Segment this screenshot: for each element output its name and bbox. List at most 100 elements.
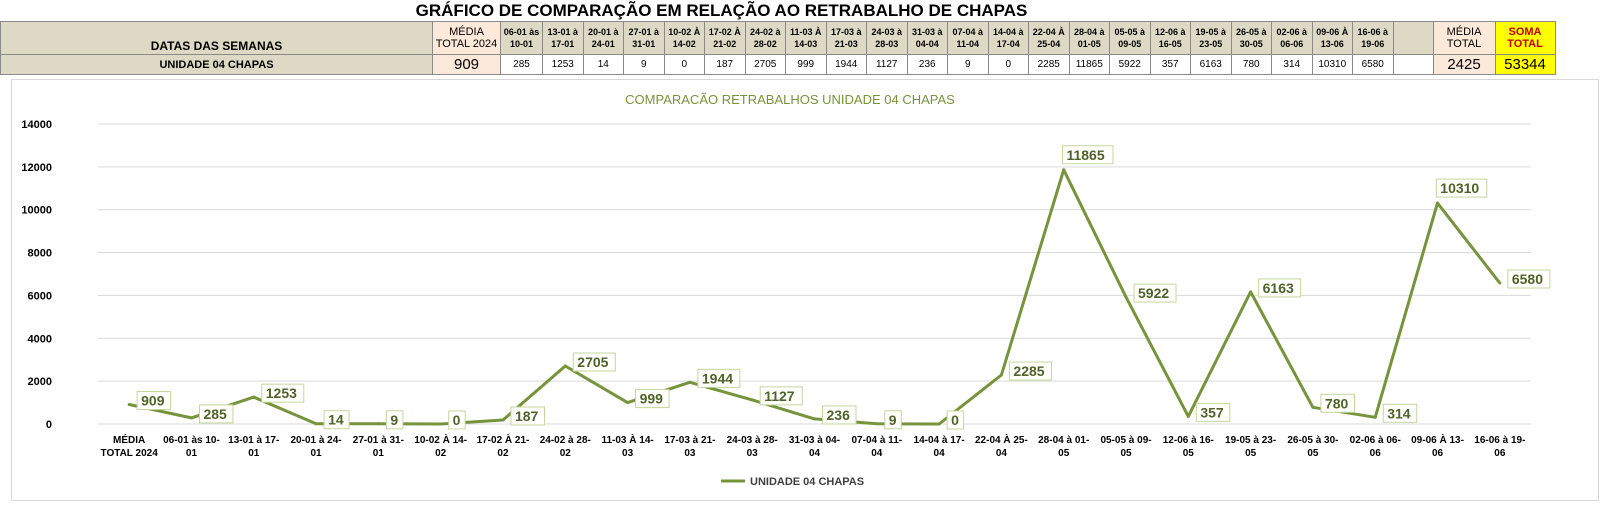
week-value-cell[interactable]: 9	[947, 54, 989, 75]
y-tick-label: 10000	[21, 205, 52, 217]
week-header-cell[interactable]: 22-04 À 25-04	[1028, 21, 1070, 55]
week-value-cell[interactable]: 1253	[542, 54, 584, 75]
data-point	[1311, 405, 1315, 409]
week-value-cell[interactable]: 1127	[866, 54, 908, 75]
data-label: 0	[951, 412, 959, 428]
week-value-cell[interactable]: 0	[987, 54, 1029, 75]
x-tick-label: 31-03 à 04-	[789, 435, 840, 446]
chart-title: COMPARACÃO RETRABALHOS UNIDADE 04 CHAPAS	[625, 92, 955, 107]
data-label: 999	[640, 391, 664, 407]
header-label-cell[interactable]: DATAS DAS SEMANAS	[0, 21, 433, 55]
data-label: 9	[889, 412, 897, 428]
week-header-cell[interactable]: 07-04 à 11-04	[947, 21, 989, 55]
x-tick-label: 14-04 à 17-	[914, 435, 965, 446]
data-point	[439, 422, 443, 426]
data-label: 780	[1325, 395, 1349, 411]
week-value-cell[interactable]: 14	[582, 54, 624, 75]
week-header-cell[interactable]: 06-01 às 10-01	[500, 21, 543, 55]
week-header-cell[interactable]: 13-01 à 17-01	[542, 21, 584, 55]
week-value-cell[interactable]: 314	[1271, 54, 1313, 75]
week-value-cell[interactable]: 6163	[1190, 54, 1232, 75]
row-label-cell[interactable]: UNIDADE 04 CHAPAS	[0, 54, 433, 75]
data-point	[127, 403, 131, 407]
week-value-cell[interactable]: 999	[785, 54, 827, 75]
data-point	[376, 422, 380, 426]
week-value-cell[interactable]: 10310	[1311, 54, 1353, 75]
x-tick-label: 27-01 à 31-	[353, 435, 404, 446]
y-tick-label: 2000	[28, 376, 52, 388]
week-value-cell[interactable]: 285	[500, 54, 543, 75]
week-header-cell[interactable]: 02-06 à 06-06	[1271, 21, 1313, 55]
week-value-cell[interactable]: 6580	[1352, 54, 1394, 75]
data-label-box	[510, 406, 545, 426]
media-total-header-cell[interactable]: MÉDIA TOTAL	[1432, 21, 1496, 55]
data-point	[1062, 168, 1066, 172]
week-value-cell[interactable]: 187	[704, 54, 746, 75]
data-label: 5922	[1138, 285, 1169, 301]
data-label: 0	[453, 412, 461, 428]
week-value-cell[interactable]: 0	[663, 54, 705, 75]
data-label-box	[884, 410, 902, 430]
media-value-cell[interactable]: 909	[432, 54, 501, 75]
week-value-cell[interactable]: 1944	[825, 54, 867, 75]
week-header-cell[interactable]: 10-02 À 14-02	[663, 21, 705, 55]
week-header-cell[interactable]: 20-01 à 24-01	[582, 21, 624, 55]
data-label-box	[1320, 393, 1355, 413]
week-header-cell[interactable]: 24-03 à 28-03	[866, 21, 908, 55]
x-tick-label: 24-03 à 28-	[727, 435, 778, 446]
data-label: 909	[141, 393, 165, 409]
week-header-cell[interactable]: 14-04 à 17-04	[987, 21, 1029, 55]
x-tick-label: 02-06 à 06-	[1350, 435, 1401, 446]
blank-header-cell[interactable]	[1392, 21, 1434, 55]
media-header-cell[interactable]: MÉDIA TOTAL 2024	[432, 21, 501, 55]
week-value-cell[interactable]: 11865	[1068, 54, 1110, 75]
x-tick-label: 17-03 à 21-	[664, 435, 715, 446]
blank-value-cell[interactable]	[1392, 54, 1434, 75]
week-header-cell[interactable]: 19-05 à 23-05	[1190, 21, 1232, 55]
media-total-value-cell[interactable]: 2425	[1432, 54, 1496, 75]
week-header-cell[interactable]: 16-06 à 19-06	[1352, 21, 1394, 55]
week-header-cell[interactable]: 24-02 à 28-02	[744, 21, 786, 55]
data-label: 1253	[266, 385, 297, 401]
week-header-cell[interactable]: 05-05 à 09-05	[1109, 21, 1151, 55]
week-header-cell[interactable]: 28-04 à 01-05	[1068, 21, 1110, 55]
week-header-cell[interactable]: 11-03 À 14-03	[785, 21, 827, 55]
data-label-box	[1382, 403, 1418, 423]
week-header-cell[interactable]: 31-03 à 04-04	[906, 21, 948, 55]
week-header-cell[interactable]: 26-05 à 30-05	[1230, 21, 1272, 55]
x-tick-label: 28-04 à 01-	[1038, 435, 1089, 446]
week-value-cell[interactable]: 357	[1149, 54, 1191, 75]
data-point	[750, 398, 754, 402]
week-header-cell[interactable]: 17-02 À 21-02	[704, 21, 746, 55]
data-label: 2285	[1013, 363, 1044, 379]
soma-total-header-cell[interactable]: SOMA TOTAL	[1494, 21, 1556, 55]
week-header-cell[interactable]: 27-01 à 31-01	[623, 21, 665, 55]
week-value-cell[interactable]: 5922	[1109, 54, 1151, 75]
week-header-cell[interactable]: 09-06 À 13-06	[1311, 21, 1353, 55]
data-point	[314, 422, 318, 426]
data-point	[875, 422, 879, 426]
x-tick-label: 04	[871, 448, 883, 459]
week-value-cell[interactable]: 780	[1230, 54, 1272, 75]
week-value-cell[interactable]: 2285	[1028, 54, 1070, 75]
week-value-cell[interactable]: 9	[623, 54, 665, 75]
x-tick-label: 05	[1058, 448, 1070, 459]
data-label-box	[1435, 178, 1488, 198]
x-tick-label: 06	[1370, 448, 1382, 459]
data-point	[688, 380, 692, 384]
chart-area[interactable]: COMPARACÃO RETRABALHOS UNIDADE 04 CHAPAS…	[11, 79, 1599, 501]
x-tick-label: 04	[809, 448, 821, 459]
sheet-title: GRÁFICO DE COMPARAÇÃO EM RELAÇÃO AO RETR…	[415, 1, 1028, 20]
soma-total-value-cell[interactable]: 53344	[1494, 54, 1556, 75]
week-value-cell[interactable]: 2705	[744, 54, 786, 75]
x-tick-label: 06	[1432, 448, 1444, 459]
week-header-cell[interactable]: 17-03 à 21-03	[825, 21, 867, 55]
week-header-cell[interactable]: 12-06 à 16-05	[1149, 21, 1191, 55]
week-value-cell[interactable]: 236	[906, 54, 948, 75]
data-label-box	[1258, 278, 1302, 298]
data-label: 11865	[1066, 147, 1104, 163]
data-label: 6163	[1263, 280, 1294, 296]
x-tick-label: 05	[1120, 448, 1132, 459]
data-label: 236	[827, 407, 851, 423]
x-tick-label: 06-01 às 10-	[163, 435, 220, 446]
